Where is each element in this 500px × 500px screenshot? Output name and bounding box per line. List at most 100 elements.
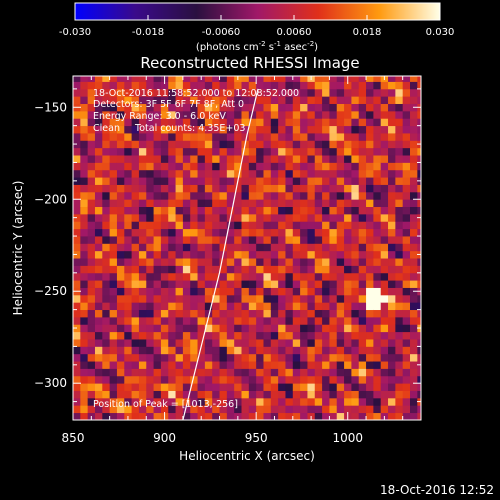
heatmap-cell bbox=[116, 302, 125, 311]
heatmap-cell bbox=[248, 88, 257, 97]
x-tick-label: 900 bbox=[153, 431, 176, 445]
heatmap-cell bbox=[322, 162, 330, 171]
heatmap-cell bbox=[73, 346, 81, 355]
heatmap-cell bbox=[109, 103, 118, 112]
heatmap-cell bbox=[241, 118, 250, 127]
heatmap-cell bbox=[168, 316, 176, 325]
heatmap-cell bbox=[336, 125, 345, 134]
heatmap-cell bbox=[344, 243, 352, 252]
heatmap-cell bbox=[388, 280, 396, 288]
heatmap-cell bbox=[109, 191, 118, 200]
heatmap-cell bbox=[175, 133, 184, 141]
heatmap-cell bbox=[94, 390, 103, 399]
heatmap-cell bbox=[131, 236, 140, 244]
heatmap-cell bbox=[373, 162, 382, 171]
heatmap-cell bbox=[175, 390, 184, 399]
heatmap-cell bbox=[182, 294, 191, 303]
heatmap-cell bbox=[329, 397, 338, 406]
heatmap-cell bbox=[175, 339, 184, 347]
heatmap-cell bbox=[358, 294, 367, 303]
heatmap-cell bbox=[417, 76, 421, 82]
heatmap-cell bbox=[226, 88, 235, 97]
heatmap-cell bbox=[109, 346, 118, 355]
heatmap-cell bbox=[395, 316, 404, 325]
heatmap-cell bbox=[322, 280, 330, 288]
heatmap-cell bbox=[116, 390, 125, 399]
heatmap-cell bbox=[300, 228, 308, 237]
heatmap-cell bbox=[263, 228, 272, 237]
heatmap-cell bbox=[168, 199, 176, 208]
heatmap-cell bbox=[344, 397, 352, 406]
heatmap-cell bbox=[395, 206, 404, 215]
heatmap-cell bbox=[322, 221, 330, 230]
heatmap-cell bbox=[263, 155, 272, 163]
heatmap-cell bbox=[80, 236, 89, 244]
heatmap-cell bbox=[182, 375, 191, 384]
heatmap-cell bbox=[256, 213, 264, 222]
heatmap-cell bbox=[366, 368, 374, 377]
heatmap-cell bbox=[373, 331, 382, 340]
heatmap-cell bbox=[241, 96, 250, 104]
heatmap-cell bbox=[256, 294, 264, 303]
heatmap-cell bbox=[388, 265, 396, 274]
heatmap-cell bbox=[102, 236, 111, 244]
heatmap-cell bbox=[402, 258, 411, 266]
heatmap-cell bbox=[358, 397, 367, 406]
heatmap-cell bbox=[197, 243, 206, 252]
heatmap-cell bbox=[278, 272, 286, 281]
heatmap-cell bbox=[160, 368, 169, 377]
heatmap-cell bbox=[314, 272, 323, 281]
heatmap-cell bbox=[87, 243, 96, 252]
heatmap-cell bbox=[248, 76, 257, 82]
heatmap-cell bbox=[417, 309, 421, 318]
heatmap-cell bbox=[285, 213, 294, 222]
heatmap-cell bbox=[351, 383, 360, 391]
heatmap-cell bbox=[263, 287, 272, 296]
heatmap-cell bbox=[380, 331, 389, 340]
heatmap-cell bbox=[395, 405, 404, 414]
heatmap-cell bbox=[373, 110, 382, 119]
heatmap-cell bbox=[388, 405, 396, 414]
heatmap-cell bbox=[285, 133, 294, 141]
heatmap-cell bbox=[109, 397, 118, 406]
heatmap-cell bbox=[102, 331, 111, 340]
heatmap-cell bbox=[146, 331, 154, 340]
heatmap-cell bbox=[395, 390, 404, 399]
heatmap-cell bbox=[248, 206, 257, 215]
heatmap-cell bbox=[190, 353, 198, 362]
heatmap-cell bbox=[182, 191, 191, 200]
heatmap-cell bbox=[131, 96, 140, 104]
heatmap-cell bbox=[263, 110, 272, 119]
heatmap-cell bbox=[307, 191, 316, 200]
heatmap-cell bbox=[380, 206, 389, 215]
heatmap-cell bbox=[380, 405, 389, 414]
heatmap-cell bbox=[380, 309, 389, 318]
heatmap-cell bbox=[263, 383, 272, 391]
heatmap-cell bbox=[168, 140, 176, 149]
heatmap-cell bbox=[168, 88, 176, 97]
heatmap-cell bbox=[182, 339, 191, 347]
heatmap-cell bbox=[402, 265, 411, 274]
heatmap-cell bbox=[344, 361, 352, 369]
heatmap-cell bbox=[256, 353, 264, 362]
heatmap-cell bbox=[270, 368, 279, 377]
heatmap-cell bbox=[300, 339, 308, 347]
heatmap-cell bbox=[307, 125, 316, 134]
heatmap-cell bbox=[322, 265, 330, 274]
heatmap-cell bbox=[358, 346, 367, 355]
heatmap-cell bbox=[226, 361, 235, 369]
heatmap-cell bbox=[285, 412, 294, 420]
heatmap-cell bbox=[138, 280, 147, 288]
heatmap-cell bbox=[204, 162, 213, 171]
heatmap-cell bbox=[219, 110, 228, 119]
heatmap-cell bbox=[410, 184, 418, 193]
heatmap-cell bbox=[73, 383, 81, 391]
heatmap-cell bbox=[417, 88, 421, 97]
heatmap-cell bbox=[160, 162, 169, 171]
heatmap-cell bbox=[278, 125, 286, 134]
annotation-energy-range: Energy Range: 3.0 - 6.0 keV bbox=[93, 111, 226, 122]
heatmap-cell bbox=[197, 331, 206, 340]
heatmap-cell bbox=[285, 265, 294, 274]
heatmap-cell bbox=[226, 140, 235, 149]
heatmap-cell bbox=[380, 221, 389, 230]
